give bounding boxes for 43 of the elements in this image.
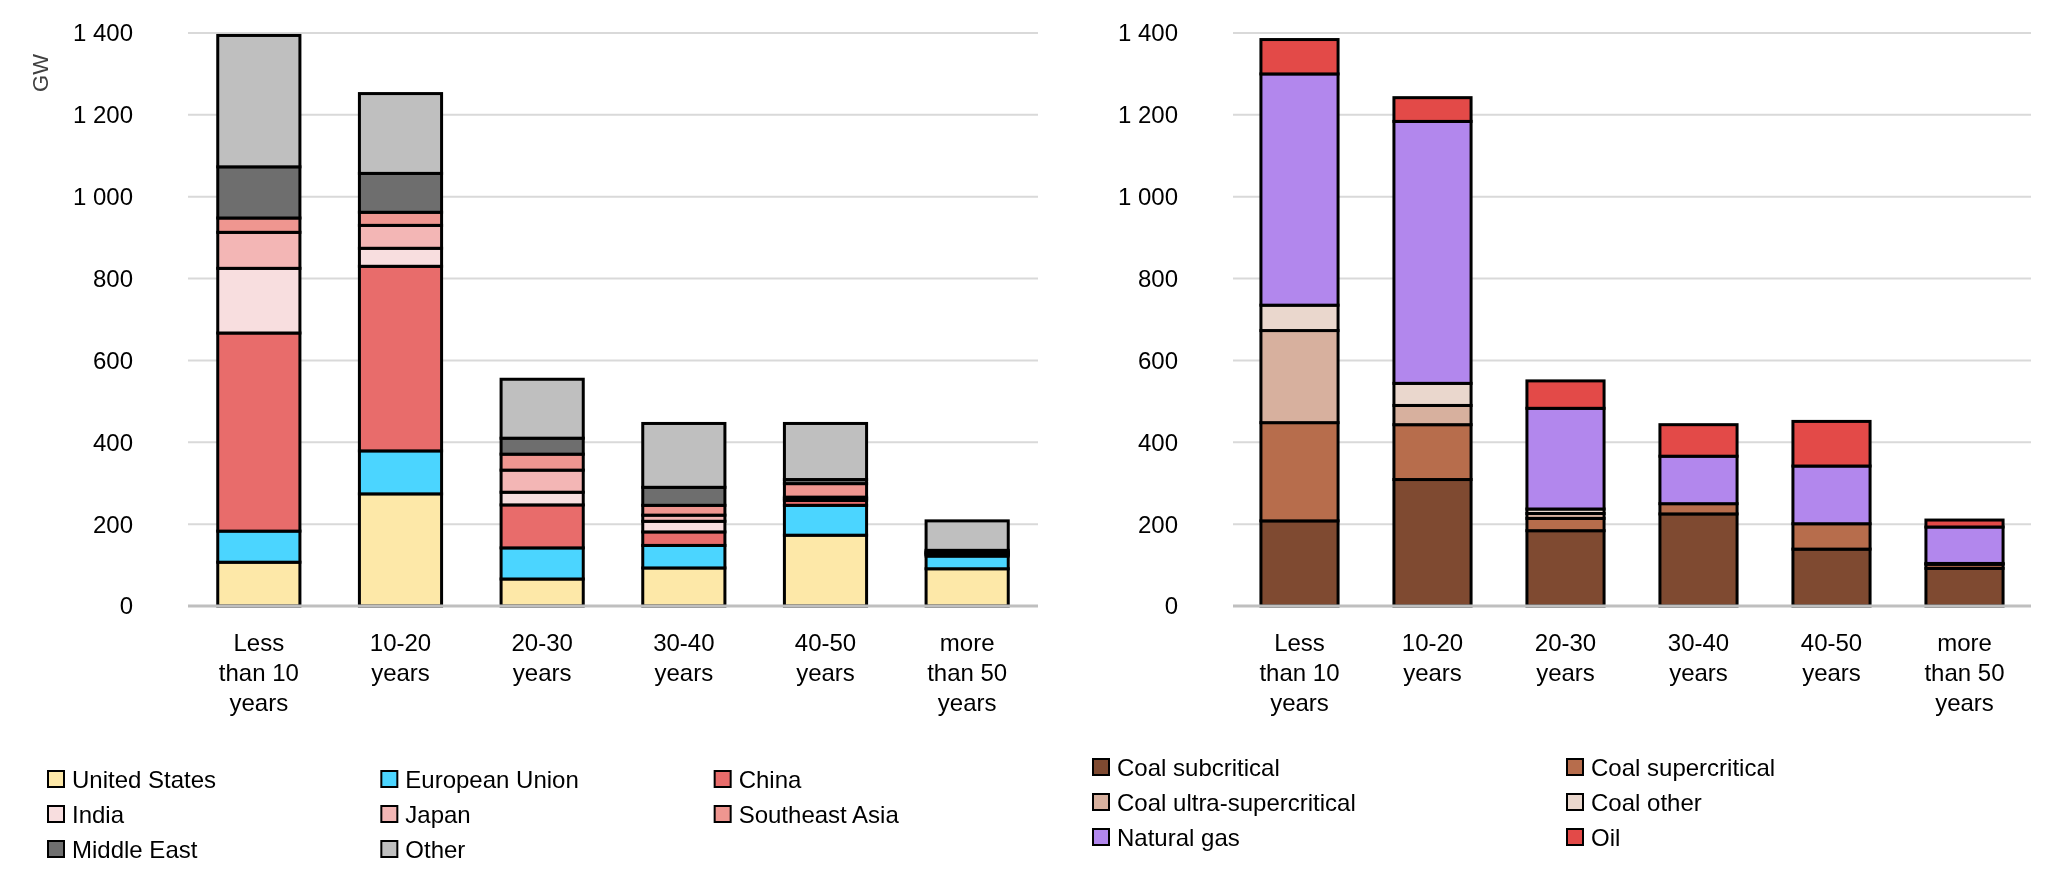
x-tick-label: more than 50 years [1924,629,2005,716]
x-tick-label: more than 50 years [927,629,1008,716]
legend-label: Oil [1591,824,1621,852]
legend-label: Japan [405,801,471,829]
y-tick-label: 200 [1137,510,1178,538]
legend-label: Natural gas [1117,824,1240,852]
x-tick-label: 40-50 years [1800,629,1863,686]
legend-label: Middle East [72,836,198,864]
legend-label: Other [405,836,466,864]
y-tick-label: 1 400 [1117,19,1178,47]
x-tick-label: 30-40 years [653,629,715,686]
y-tick-label: 1 200 [72,101,133,129]
y-tick-label: 800 [92,264,133,292]
x-tick-label: 10-20 years [369,629,432,686]
legend-label: India [72,801,125,829]
legend-label: Coal subcritical [1117,754,1280,782]
legend-label: China [738,766,803,794]
legend-label: United States [72,766,217,794]
y-tick-label: 0 [119,592,133,620]
y-tick-label: 400 [92,428,133,456]
y-axis-title: GW [28,53,53,92]
legend-label: European Union [405,766,579,794]
y-tick-label: 400 [1137,428,1178,456]
legend-label: Coal supercritical [1591,754,1776,782]
y-tick-label: 1 000 [1117,183,1178,211]
y-tick-label: 600 [92,346,133,374]
y-tick-label: 0 [1164,592,1178,620]
y-tick-label: 1 400 [72,19,133,47]
y-tick-label: 200 [92,510,133,538]
x-tick-label: Less than 10 years [1259,629,1340,716]
y-tick-label: 1 200 [1117,101,1178,129]
legend-label: Southeast Asia [738,801,900,829]
y-tick-label: 600 [1137,346,1178,374]
x-tick-label: Less than 10 years [218,629,299,716]
y-tick-label: 800 [1137,264,1178,292]
x-tick-label: 10-20 years [1401,629,1464,686]
x-tick-label: 40-50 years [794,629,857,686]
legend-label: Coal other [1591,789,1702,817]
x-tick-label: 30-40 years [1667,629,1730,686]
y-tick-label: 1 000 [72,183,133,211]
x-tick-label: 20-30 years [1534,629,1597,686]
x-tick-label: 20-30 years [511,629,573,686]
legend-label: Coal ultra-supercritical [1117,789,1356,817]
